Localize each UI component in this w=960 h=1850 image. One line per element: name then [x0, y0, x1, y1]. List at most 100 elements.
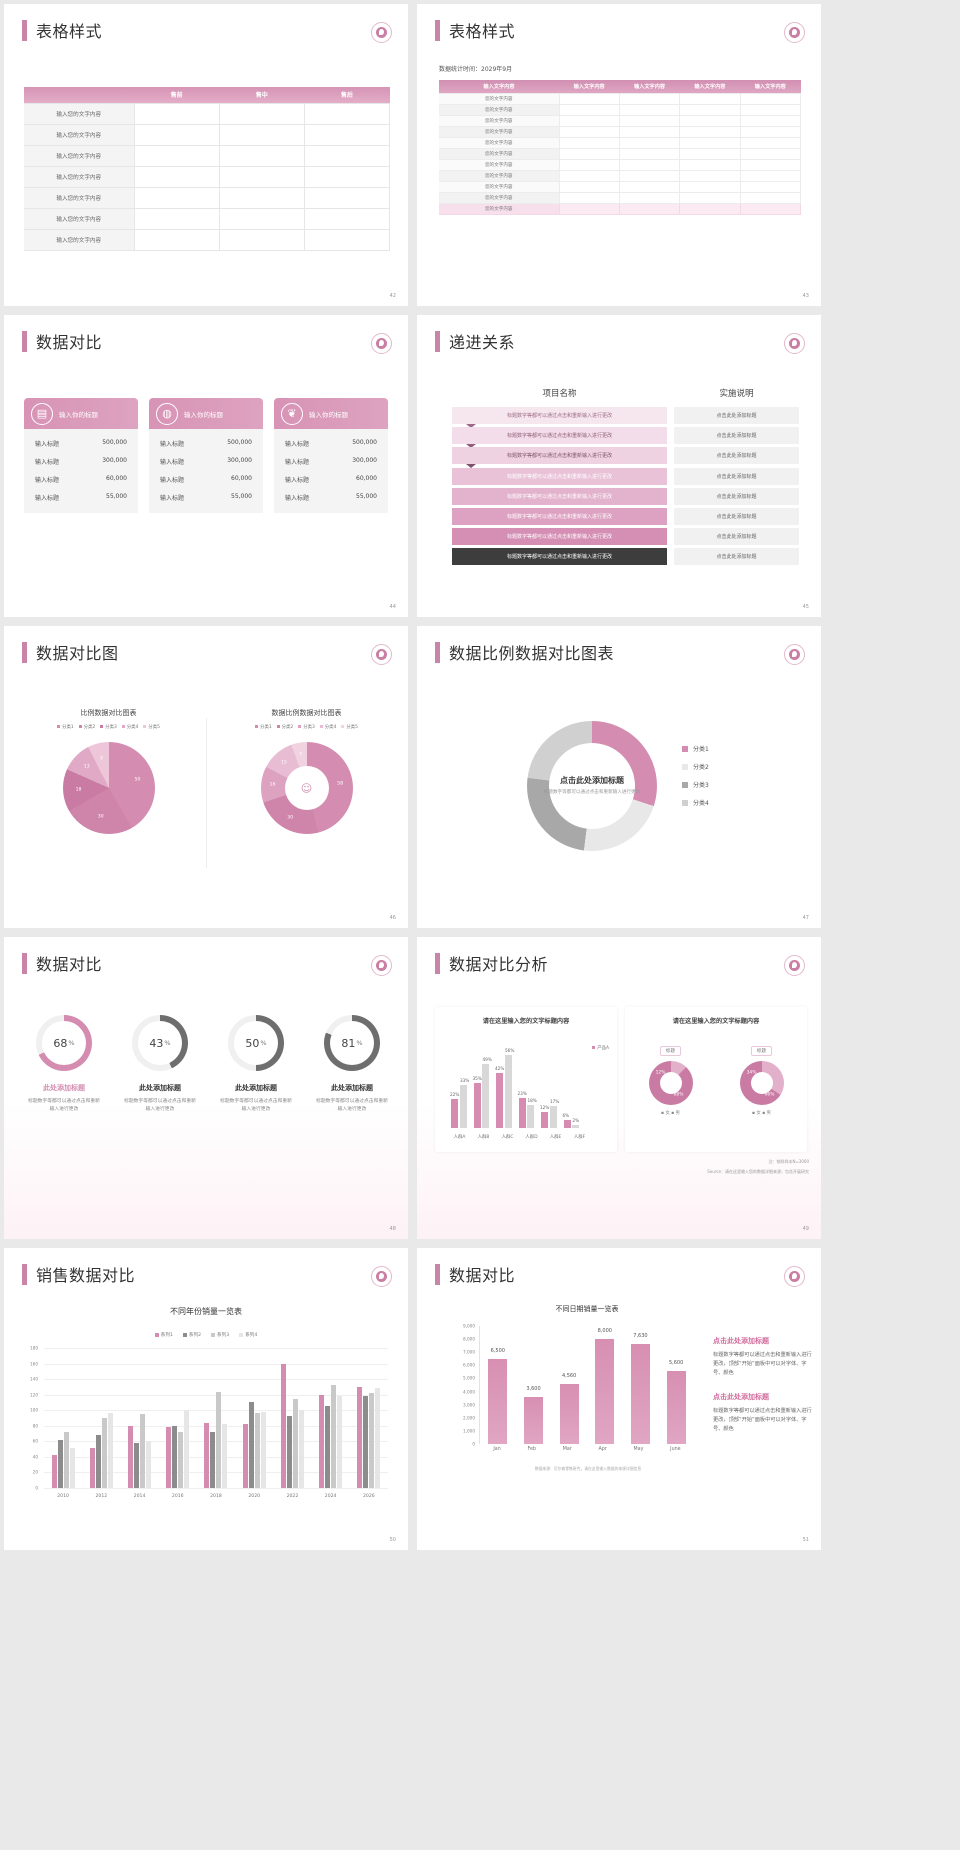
- table-row[interactable]: 您的文字内容: [439, 191, 802, 204]
- cell[interactable]: [618, 125, 681, 138]
- progressive-right[interactable]: 点击此处添加标题: [674, 447, 799, 465]
- cell[interactable]: [558, 114, 620, 127]
- cell[interactable]: [679, 169, 741, 182]
- table-row[interactable]: 您的文字内容: [439, 202, 802, 215]
- progressive-left[interactable]: 标题数字等都可以通过点击和重新输入进行更改: [452, 447, 667, 469]
- progressive-right[interactable]: 点击此处添加标题: [674, 467, 799, 485]
- progressive-left[interactable]: 标题数字等都可以通过点击和重新输入进行更改: [452, 528, 667, 550]
- progressive-right[interactable]: 点击此处添加标题: [674, 487, 799, 505]
- progressive-row[interactable]: 标题数字等都可以通过点击和重新输入进行更改 点击此处添加标题: [452, 427, 802, 449]
- cell[interactable]: [739, 125, 802, 138]
- table-row[interactable]: 您的文字内容: [439, 125, 802, 138]
- table-row[interactable]: 输入您的文字内容: [24, 165, 391, 188]
- progressive-left[interactable]: 标题数字等都可以通过点击和重新输入进行更改: [452, 548, 667, 570]
- cell[interactable]: [303, 228, 391, 251]
- cell[interactable]: [679, 103, 741, 116]
- cell[interactable]: [618, 169, 681, 182]
- table-row[interactable]: 输入您的文字内容: [24, 186, 391, 209]
- cell[interactable]: [303, 186, 391, 209]
- progressive-left[interactable]: 标题数字等都可以通过点击和重新输入进行更改: [452, 487, 667, 509]
- cell[interactable]: [618, 136, 681, 149]
- table-row[interactable]: 您的文字内容: [439, 103, 802, 116]
- cell[interactable]: [558, 158, 620, 171]
- cell[interactable]: [618, 147, 681, 160]
- cell[interactable]: [739, 180, 802, 193]
- cell[interactable]: [303, 165, 391, 188]
- table-row[interactable]: 您的文字内容: [439, 114, 802, 127]
- cell[interactable]: [558, 180, 620, 193]
- cell[interactable]: [558, 169, 620, 182]
- cell[interactable]: [739, 114, 802, 127]
- progressive-row[interactable]: 标题数字等都可以通过点击和重新输入进行更改 点击此处添加标题: [452, 487, 802, 509]
- progressive-left[interactable]: 标题数字等都可以通过点击和重新输入进行更改: [452, 507, 667, 529]
- progressive-right[interactable]: 点击此处添加标题: [674, 507, 799, 525]
- progressive-row[interactable]: 标题数字等都可以通过点击和重新输入进行更改 点击此处添加标题: [452, 467, 802, 489]
- cell[interactable]: [739, 158, 802, 171]
- table-row[interactable]: 输入您的文字内容: [24, 207, 391, 230]
- cell[interactable]: [558, 191, 620, 204]
- cell[interactable]: [133, 228, 220, 251]
- comparison-card[interactable]: ◍ 输入你的标题 输入标题 500,000 输入标题 300,000 输入标题 60,000 输…: [149, 398, 263, 513]
- cell[interactable]: [218, 144, 305, 167]
- cell[interactable]: [679, 114, 741, 127]
- table-row[interactable]: 您的文字内容: [439, 169, 802, 182]
- table-row[interactable]: 您的文字内容: [439, 180, 802, 193]
- cell[interactable]: [133, 123, 220, 146]
- cell[interactable]: [558, 92, 620, 105]
- cell[interactable]: [133, 186, 220, 209]
- cell[interactable]: [218, 102, 305, 125]
- progressive-right[interactable]: 点击此处添加标题: [674, 427, 799, 445]
- cell[interactable]: [618, 103, 681, 116]
- progressive-row[interactable]: 标题数字等都可以通过点击和重新输入进行更改 点击此处添加标题: [452, 407, 802, 428]
- cell[interactable]: [679, 191, 741, 204]
- cell[interactable]: [739, 191, 802, 204]
- cell[interactable]: [679, 158, 741, 171]
- cell[interactable]: [558, 125, 620, 138]
- cell[interactable]: [218, 165, 305, 188]
- cell[interactable]: [303, 144, 391, 167]
- cell[interactable]: [558, 202, 620, 215]
- progressive-row[interactable]: 标题数字等都可以通过点击和重新输入进行更改 点击此处添加标题: [452, 548, 802, 570]
- progressive-right[interactable]: 点击此处添加标题: [674, 528, 799, 546]
- cell[interactable]: [133, 144, 220, 167]
- cell[interactable]: [218, 123, 305, 146]
- table-row[interactable]: 输入您的文字内容: [24, 228, 391, 251]
- table-row[interactable]: 您的文字内容: [439, 158, 802, 171]
- cell[interactable]: [739, 202, 802, 215]
- cell[interactable]: [679, 147, 741, 160]
- cell[interactable]: [218, 186, 305, 209]
- progressive-row[interactable]: 标题数字等都可以通过点击和重新输入进行更改 点击此处添加标题: [452, 528, 802, 550]
- comparison-card[interactable]: ❦ 输入你的标题 输入标题 500,000 输入标题 300,000 输入标题 60,000 输…: [274, 398, 388, 513]
- cell[interactable]: [739, 136, 802, 149]
- cell[interactable]: [679, 202, 741, 215]
- cell[interactable]: [133, 102, 220, 125]
- cell[interactable]: [618, 92, 681, 105]
- cell[interactable]: [739, 147, 802, 160]
- comparison-card[interactable]: ▤ 输入你的标题 输入标题 500,000 输入标题 300,000 输入标题 60,000 输…: [24, 398, 138, 513]
- progressive-row[interactable]: 标题数字等都可以通过点击和重新输入进行更改 点击此处添加标题: [452, 447, 802, 469]
- cell[interactable]: [618, 158, 681, 171]
- cell[interactable]: [218, 207, 305, 230]
- cell[interactable]: [558, 147, 620, 160]
- cell[interactable]: [618, 202, 681, 215]
- cell[interactable]: [679, 92, 741, 105]
- cell[interactable]: [303, 123, 391, 146]
- table-row[interactable]: 输入您的文字内容: [24, 123, 391, 146]
- cell[interactable]: [679, 125, 741, 138]
- progressive-right[interactable]: 点击此处添加标题: [674, 548, 799, 566]
- table-row[interactable]: 输入您的文字内容: [24, 102, 391, 125]
- cell[interactable]: [618, 114, 681, 127]
- cell[interactable]: [133, 165, 220, 188]
- table-row[interactable]: 您的文字内容: [439, 136, 802, 149]
- progressive-row[interactable]: 标题数字等都可以通过点击和重新输入进行更改 点击此处添加标题: [452, 507, 802, 529]
- table-row[interactable]: 输入您的文字内容: [24, 144, 391, 167]
- cell[interactable]: [739, 92, 802, 105]
- cell[interactable]: [303, 207, 391, 230]
- cell[interactable]: [303, 102, 391, 125]
- cell[interactable]: [618, 180, 681, 193]
- cell[interactable]: [218, 228, 305, 251]
- progressive-left[interactable]: 标题数字等都可以通过点击和重新输入进行更改: [452, 467, 667, 489]
- progressive-left[interactable]: 标题数字等都可以通过点击和重新输入进行更改: [452, 427, 667, 449]
- cell[interactable]: [618, 191, 681, 204]
- progressive-left[interactable]: 标题数字等都可以通过点击和重新输入进行更改: [452, 407, 667, 428]
